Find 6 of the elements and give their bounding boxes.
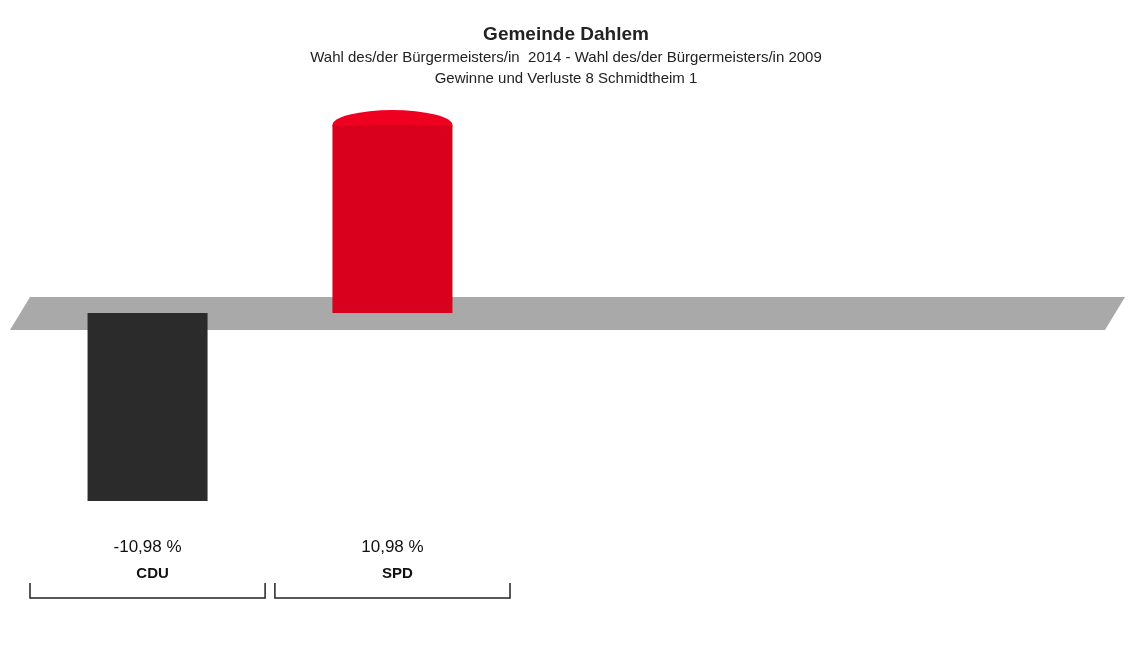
x-tick-label: SPD: [382, 564, 414, 581]
x-tick-label: CDU: [136, 564, 169, 581]
text: Wahl des/der Bürgermeisters/in 2014 - Wahl des/der Bürgermeisters/in 2009 Gewinne und Verluste 8 Schmidtheim 1: [310, 48, 822, 86]
data-label: -10,98 %: [113, 537, 182, 556]
data-label: 10,98 %: [361, 537, 424, 556]
text: Gemeinde Dahlem: [483, 23, 649, 44]
